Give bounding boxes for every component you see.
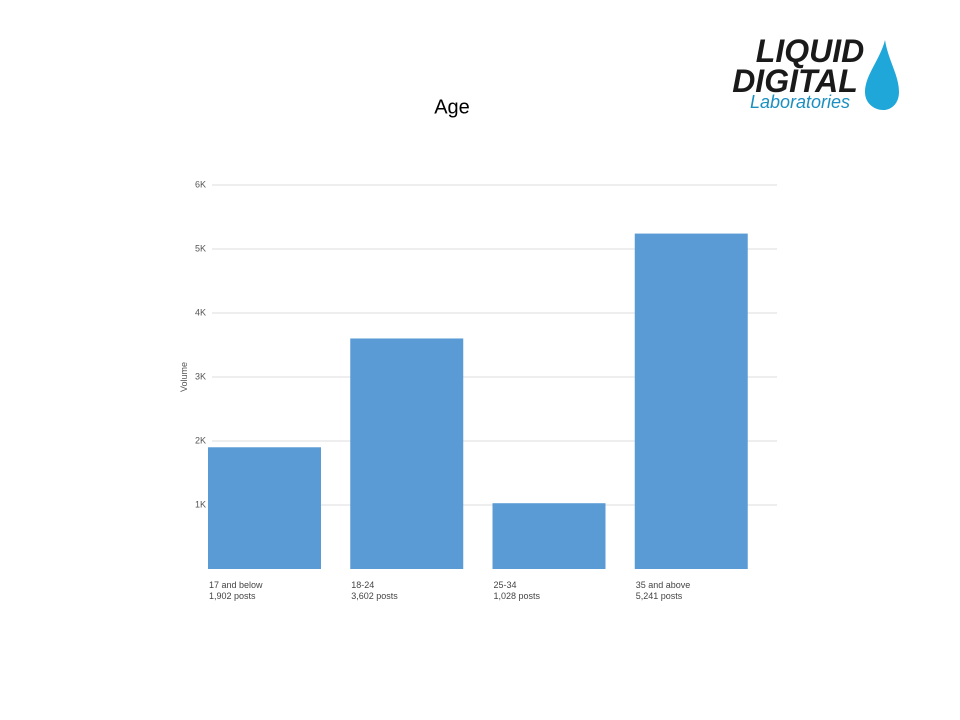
value-label: 3,602 posts: [351, 591, 398, 601]
y-axis-label: Volume: [179, 362, 189, 392]
x-tick-label: 25-34: [494, 580, 517, 590]
x-tick-label: 17 and below: [209, 580, 263, 590]
bar: [492, 503, 606, 569]
logo-line: LIQUID: [756, 33, 864, 69]
value-label: 1,902 posts: [209, 591, 256, 601]
chart-title: Age: [434, 96, 470, 118]
y-tick-label: 3K: [195, 371, 206, 381]
bar: [208, 447, 321, 569]
bar: [350, 338, 464, 569]
y-tick-label: 6K: [195, 179, 206, 189]
y-tick-label: 5K: [195, 243, 206, 253]
y-tick-label: 4K: [195, 307, 206, 317]
y-tick-label: 1K: [195, 499, 206, 509]
logo-line: DIGITAL: [732, 63, 858, 99]
value-label: 1,028 posts: [494, 591, 541, 601]
y-tick-label: 2K: [195, 435, 206, 445]
bar: [634, 233, 748, 570]
value-label: 5,241 posts: [636, 591, 683, 601]
x-tick-label: 18-24: [351, 580, 374, 590]
x-tick-label: 35 and above: [636, 580, 691, 590]
logo-drop: [865, 40, 899, 110]
logo: LIQUID DIGITAL Laboratories: [732, 33, 899, 112]
logo-line: Laboratories: [750, 92, 850, 112]
